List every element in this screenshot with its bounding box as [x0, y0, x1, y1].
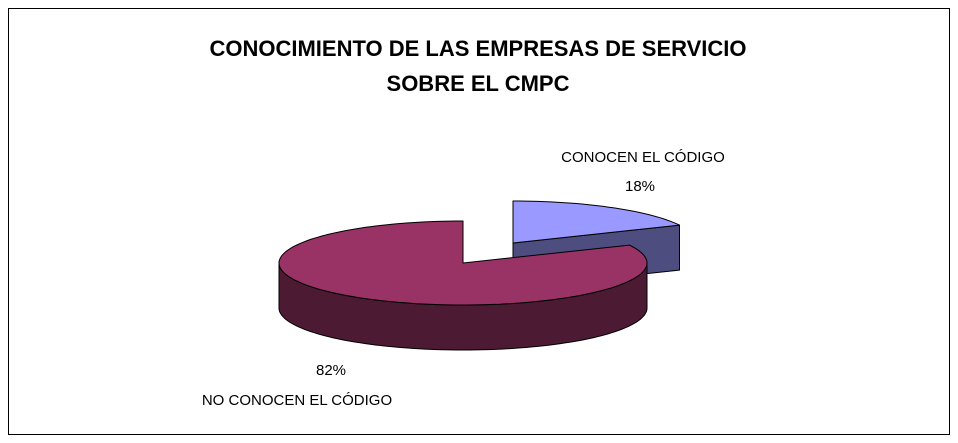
category-label: NO CONOCEN EL CÓDIGO: [202, 392, 392, 409]
slice: [278, 220, 648, 306]
value-label: 18%: [625, 178, 655, 195]
chart-frame: [8, 8, 950, 435]
value-label: 82%: [316, 362, 346, 379]
chart-title: CONOCIMIENTO DE LAS EMPRESAS DE SERVICIO: [209, 36, 746, 61]
chart-title: SOBRE EL CMPC: [387, 71, 570, 96]
pie: [278, 200, 680, 351]
slice: [512, 200, 680, 244]
category-label: CONOCEN EL CÓDIGO: [561, 149, 725, 166]
